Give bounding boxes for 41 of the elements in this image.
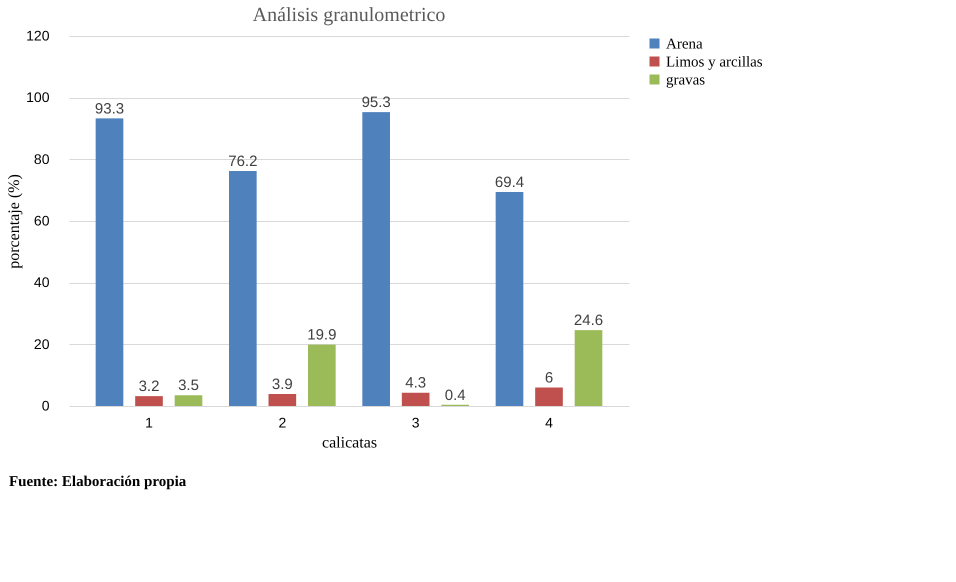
y-tick-label: 100 bbox=[26, 89, 50, 106]
data-label: 76.2 bbox=[228, 153, 258, 170]
y-tick-label: 0 bbox=[42, 398, 50, 414]
bar bbox=[229, 171, 257, 406]
data-label: 3.2 bbox=[138, 378, 160, 396]
bar bbox=[174, 395, 202, 406]
data-label: 6 bbox=[544, 370, 554, 386]
bar bbox=[496, 192, 524, 406]
data-label: 4.3 bbox=[405, 374, 426, 392]
y-tick-label: 20 bbox=[34, 336, 50, 352]
data-label: 93.3 bbox=[94, 100, 124, 118]
bar bbox=[402, 392, 430, 406]
y-tick-label: 80 bbox=[34, 150, 50, 167]
bar bbox=[135, 396, 163, 406]
x-tick-label: 1 bbox=[145, 414, 154, 430]
data-label: 0.4 bbox=[444, 386, 466, 404]
y-tick-label: 40 bbox=[34, 274, 50, 290]
y-tick-label: 60 bbox=[34, 212, 50, 228]
bar bbox=[535, 388, 563, 406]
source-note: Fuente: Elaboración propia bbox=[9, 474, 187, 490]
bar bbox=[574, 330, 602, 406]
data-label: 95.3 bbox=[362, 94, 391, 112]
legend-label: Limos y arcillas bbox=[666, 54, 763, 70]
legend-label: gravas bbox=[666, 72, 706, 88]
data-label: 3.5 bbox=[178, 377, 199, 394]
x-axis-title: calicatas bbox=[322, 434, 378, 452]
data-label: 24.6 bbox=[574, 312, 604, 330]
data-label: 3.9 bbox=[272, 376, 293, 393]
x-tick-label: 4 bbox=[545, 414, 554, 430]
bar bbox=[308, 344, 336, 406]
y-tick-label: 120 bbox=[26, 28, 50, 44]
legend-label: Arena bbox=[666, 36, 703, 52]
bar bbox=[96, 118, 124, 406]
y-axis-title: porcentaje (%) bbox=[6, 174, 24, 269]
x-tick-label: 3 bbox=[412, 414, 420, 430]
data-label: 19.9 bbox=[307, 326, 336, 344]
x-tick-label: 2 bbox=[278, 414, 286, 430]
bar bbox=[362, 112, 390, 406]
data-label: 69.4 bbox=[494, 174, 524, 192]
chart-title: Análisis granulometrico bbox=[252, 4, 446, 26]
bar bbox=[268, 394, 296, 406]
